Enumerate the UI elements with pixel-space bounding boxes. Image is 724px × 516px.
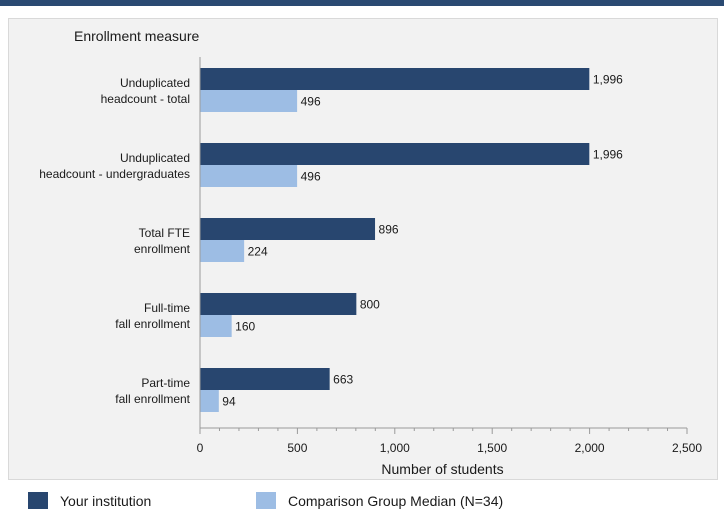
data-label-institution: 663 — [333, 373, 353, 387]
chart-panel — [8, 18, 718, 480]
data-label-institution: 1,996 — [593, 73, 623, 87]
bar-median — [200, 240, 245, 262]
legend-item-institution: Your institution — [28, 492, 151, 509]
category-label: Unduplicated — [120, 76, 190, 90]
bar-institution — [200, 143, 590, 165]
x-tick-label: 0 — [197, 441, 204, 455]
legend-swatch-institution — [28, 492, 48, 509]
x-tick-label: 1,000 — [380, 441, 410, 455]
data-label-median: 160 — [235, 320, 255, 334]
bar-median — [200, 90, 298, 112]
category-label: Full-time — [144, 301, 190, 315]
legend-item-median: Comparison Group Median (N=34) — [256, 492, 503, 509]
category-label: Unduplicated — [120, 151, 190, 165]
x-tick-label: 1,500 — [477, 441, 507, 455]
x-tick-label: 2,500 — [672, 441, 702, 455]
x-axis-title: Number of students — [381, 461, 503, 477]
data-label-median: 94 — [222, 395, 236, 409]
data-label-median: 224 — [248, 245, 268, 259]
bar-institution — [200, 68, 590, 90]
data-label-institution: 800 — [360, 298, 380, 312]
bar-institution — [200, 218, 376, 240]
legend: Your institution Comparison Group Median… — [0, 484, 724, 516]
category-label: fall enrollment — [115, 317, 190, 331]
category-label: headcount - undergraduates — [39, 167, 190, 181]
bar-institution — [200, 293, 357, 315]
bar-institution — [200, 368, 330, 390]
bar-median — [200, 315, 232, 337]
data-label-median: 496 — [301, 170, 321, 184]
bar-median — [200, 390, 219, 412]
data-label-institution: 896 — [379, 223, 399, 237]
legend-label-institution: Your institution — [60, 492, 152, 509]
category-label: Part-time — [141, 376, 190, 390]
category-label: headcount - total — [101, 92, 190, 106]
data-label-median: 496 — [301, 95, 321, 109]
x-tick-label: 500 — [287, 441, 307, 455]
legend-swatch-median — [256, 492, 276, 509]
bar-median — [200, 165, 298, 187]
category-axis-title: Enrollment measure — [74, 28, 199, 44]
category-label: fall enrollment — [115, 392, 190, 406]
x-tick-label: 2,000 — [575, 441, 605, 455]
bar-chart: Enrollment measure 0 500 1,000 1,500 2,000 2,5… — [39, 28, 702, 477]
category-label: Total FTE — [139, 226, 190, 240]
legend-label-median: Comparison Group Median (N=34) — [288, 492, 504, 509]
category-label: enrollment — [134, 242, 191, 256]
header-bar — [0, 0, 724, 6]
data-label-institution: 1,996 — [593, 148, 623, 162]
